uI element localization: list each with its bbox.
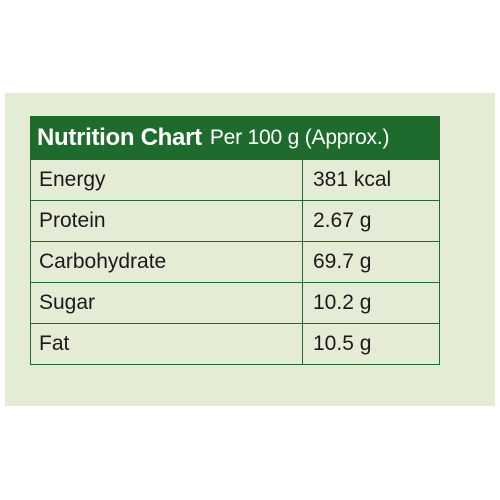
table-row: Protein 2.67 g bbox=[31, 200, 439, 241]
nutrient-value: 10.2 g bbox=[313, 291, 372, 314]
nutrient-name: Sugar bbox=[31, 283, 303, 323]
nutrient-name: Carbohydrate bbox=[31, 242, 303, 282]
nutrient-value: 2.67 g bbox=[313, 209, 372, 232]
table-row: Energy 381 kcal bbox=[31, 159, 439, 200]
nutrient-name: Fat bbox=[31, 324, 303, 364]
nutrient-name: Energy bbox=[31, 160, 303, 200]
nutrient-value: 69.7 g bbox=[313, 250, 372, 273]
nutrition-table: Nutrition Chart Per 100 g (Approx.) Ener… bbox=[30, 116, 440, 365]
nutrient-value: 10.5 g bbox=[313, 332, 372, 355]
nutrient-value: 381 kcal bbox=[313, 168, 392, 191]
table-title: Nutrition Chart bbox=[37, 124, 202, 151]
table-row: Sugar 10.2 g bbox=[31, 282, 439, 323]
table-subtitle: Per 100 g (Approx.) bbox=[209, 126, 390, 149]
table-header: Nutrition Chart Per 100 g (Approx.) bbox=[31, 117, 439, 159]
table-row: Fat 10.5 g bbox=[31, 323, 439, 364]
nutrient-name: Protein bbox=[31, 201, 303, 241]
table-row: Carbohydrate 69.7 g bbox=[31, 241, 439, 282]
